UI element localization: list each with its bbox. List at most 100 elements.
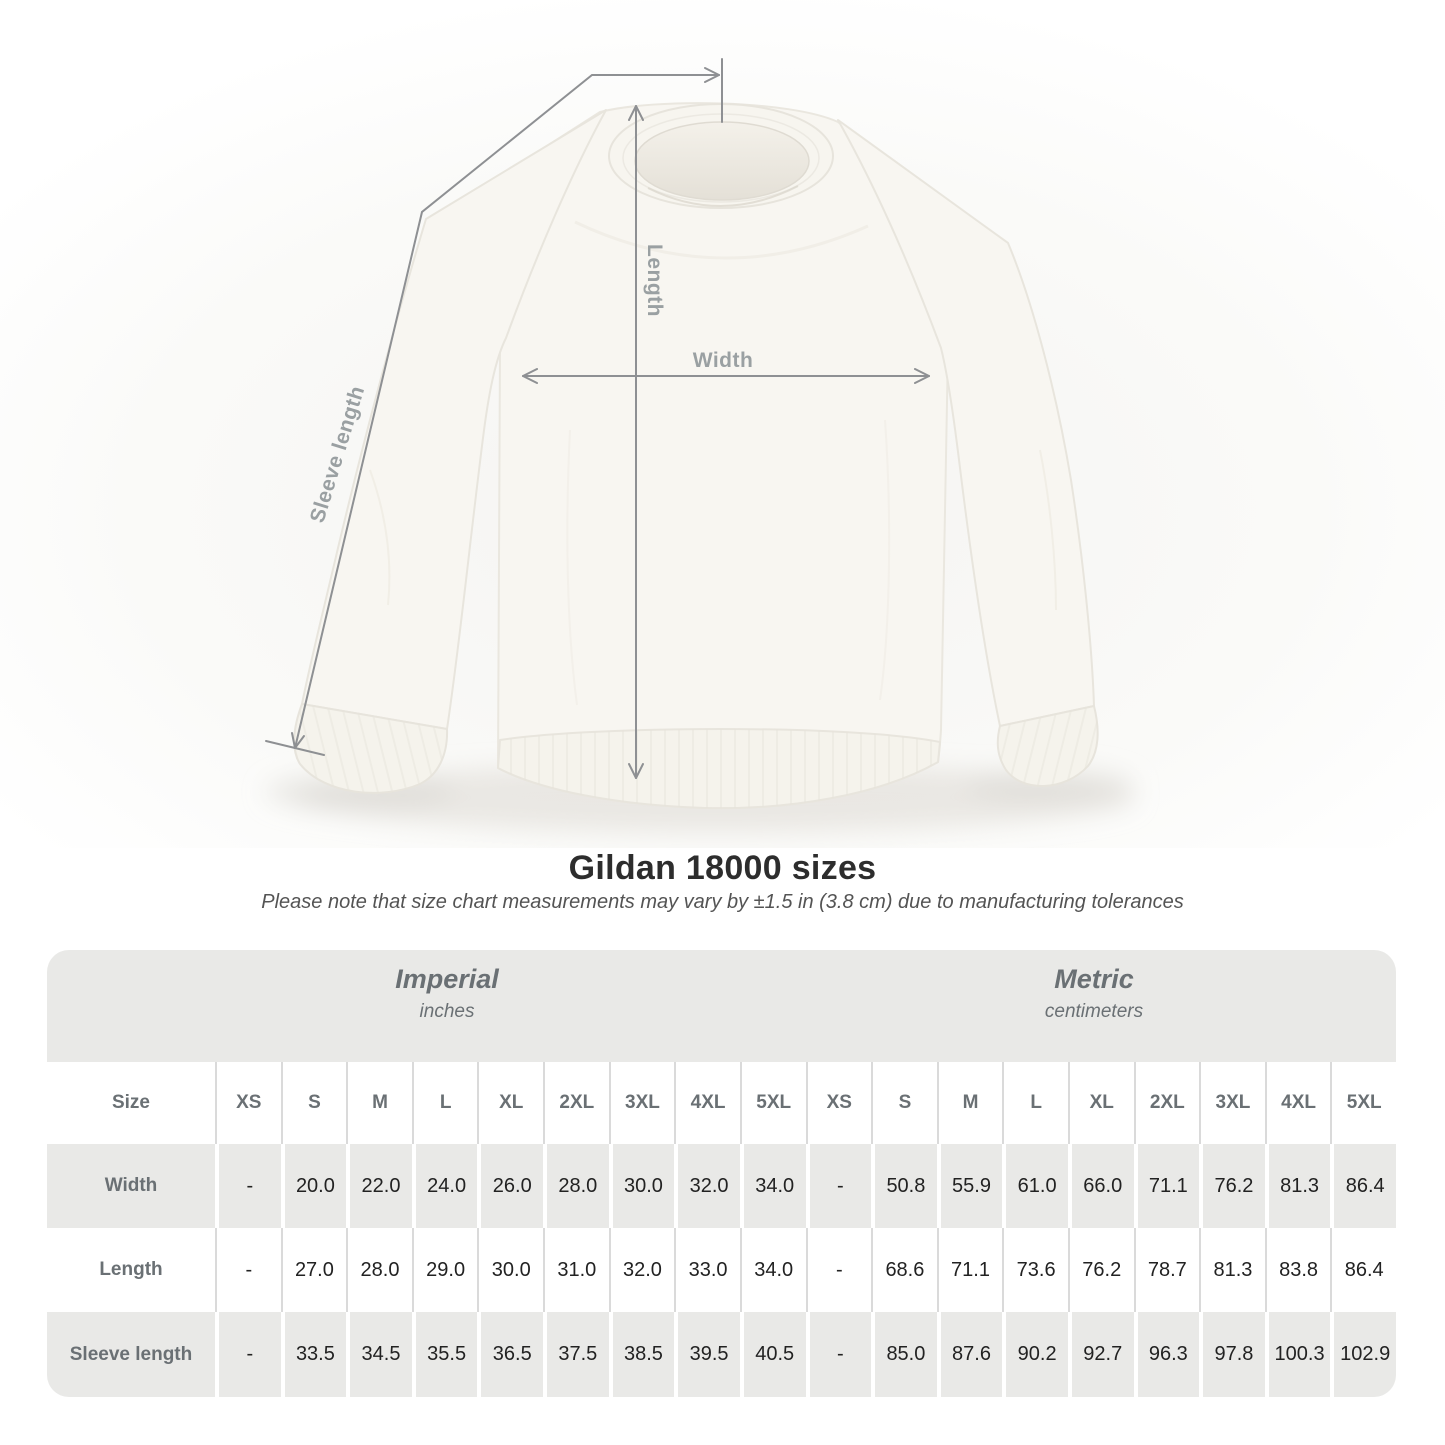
- size-value-cell: 61.0: [1002, 1144, 1068, 1228]
- metric-group-subtitle: centimeters: [1044, 1001, 1144, 1022]
- unit-group-header: Imperial inches Metric centimeters: [47, 950, 1396, 1062]
- size-header-metric-5xl: 5XL: [1330, 1062, 1396, 1144]
- size-value-cell: 30.0: [608, 1144, 675, 1228]
- size-value-cell: 73.6: [1002, 1228, 1068, 1312]
- size-value-cell: 30.0: [477, 1228, 543, 1312]
- size-value-cell: 38.5: [608, 1312, 675, 1397]
- size-header-row: Size XS S M L XL 2XL 3XL 4XL 5XL XS S M L XL 2XL 3XL 4XL 5…: [47, 1062, 1396, 1144]
- size-value-cell: 78.7: [1133, 1228, 1200, 1312]
- imperial-group-header: Imperial inches: [395, 964, 499, 1023]
- size-header-metric-xl: XL: [1067, 1062, 1134, 1144]
- size-value-cell: 28.0: [346, 1228, 412, 1312]
- size-value-cell: 85.0: [871, 1312, 937, 1397]
- size-value-cell: 22.0: [346, 1144, 412, 1228]
- size-value-cell: 26.0: [477, 1144, 543, 1228]
- size-value-cell: 76.2: [1067, 1228, 1134, 1312]
- size-value-cell: 81.3: [1264, 1144, 1331, 1228]
- size-value-cell: -: [805, 1228, 872, 1312]
- width-label: Width: [693, 349, 754, 372]
- size-header-imperial-4xl: 4XL: [674, 1062, 740, 1144]
- size-header-imperial-5xl: 5XL: [739, 1062, 806, 1144]
- size-header-imperial-l: L: [411, 1062, 478, 1144]
- size-table: Imperial inches Metric centimeters Size X…: [47, 950, 1396, 1397]
- size-value-cell: 71.1: [1133, 1144, 1200, 1228]
- table-row: Width -20.0 22.0 24.0 26.0 28.0 30.0 32.0 34.0-5…: [47, 1144, 1396, 1228]
- size-value-cell: 86.4: [1330, 1228, 1396, 1312]
- size-header-imperial-xl: XL: [477, 1062, 543, 1144]
- page-title: Gildan 18000 sizes: [568, 849, 877, 887]
- table-rows: Width -20.0 22.0 24.0 26.0 28.0 30.0 32.0 34.0-5…: [47, 1144, 1396, 1397]
- size-value-cell: 97.8: [1199, 1312, 1265, 1397]
- size-header-metric-l: L: [1002, 1062, 1068, 1144]
- size-value-cell: 55.9: [936, 1144, 1003, 1228]
- size-value-cell: -: [215, 1228, 281, 1312]
- sweatshirt-diagram: Width Length Sleeve length: [0, 0, 1445, 848]
- metric-group-header: Metric centimeters: [1045, 964, 1143, 1023]
- size-value-cell: 76.2: [1199, 1144, 1265, 1228]
- size-value-cell: 66.0: [1067, 1144, 1134, 1228]
- row-label: Length: [99, 1259, 163, 1280]
- size-value-cell: -: [805, 1312, 872, 1397]
- size-value-cell: 33.5: [280, 1312, 347, 1397]
- size-value-cell: 96.3: [1133, 1312, 1200, 1397]
- size-value-cell: 100.3: [1264, 1312, 1331, 1397]
- size-header-metric-xs: XS: [805, 1062, 872, 1144]
- measurement-arrows: [265, 58, 930, 779]
- size-value-cell: 28.0: [543, 1144, 609, 1228]
- size-value-cell: 86.4: [1330, 1144, 1396, 1228]
- size-header-imperial-xs: XS: [215, 1062, 281, 1144]
- collar: [608, 103, 834, 209]
- size-header-imperial-m: M: [346, 1062, 412, 1144]
- size-header-imperial-2xl: 2XL: [543, 1062, 609, 1144]
- size-header-metric-2xl: 2XL: [1133, 1062, 1200, 1144]
- table-row: Length -27.0 28.0 29.0 30.0 31.0 32.0 33.0 34.0-…: [47, 1228, 1396, 1312]
- size-value-cell: 24.0: [411, 1144, 478, 1228]
- size-value-cell: 34.0: [739, 1228, 806, 1312]
- size-value-cell: -: [215, 1312, 281, 1397]
- size-value-cell: 39.5: [674, 1312, 740, 1397]
- size-header-metric-4xl: 4XL: [1264, 1062, 1331, 1144]
- tolerance-note: Please note that size chart measurements…: [261, 891, 1184, 913]
- sleeve-length-line: [294, 74, 720, 749]
- size-value-cell: -: [805, 1144, 872, 1228]
- size-value-cell: 27.0: [280, 1228, 347, 1312]
- size-value-cell: 92.7: [1067, 1312, 1134, 1397]
- size-value-cell: 68.6: [871, 1228, 937, 1312]
- size-value-cell: 90.2: [1002, 1312, 1068, 1397]
- size-header-metric-s: S: [871, 1062, 937, 1144]
- size-value-cell: 33.0: [674, 1228, 740, 1312]
- size-value-cell: 81.3: [1199, 1228, 1265, 1312]
- size-value-cell: 37.5: [543, 1312, 609, 1397]
- size-value-cell: -: [215, 1144, 281, 1228]
- length-label: Length: [643, 244, 666, 317]
- size-value-cell: 35.5: [411, 1312, 478, 1397]
- sweatshirt-illustration: [293, 102, 1099, 810]
- imperial-group-title: Imperial: [395, 964, 499, 994]
- size-value-cell: 102.9: [1330, 1312, 1396, 1397]
- size-value-cell: 20.0: [280, 1144, 347, 1228]
- size-header-imperial-s: S: [280, 1062, 347, 1144]
- size-value-cell: 34.0: [739, 1144, 806, 1228]
- size-header-imperial-3xl: 3XL: [608, 1062, 675, 1144]
- size-header-metric-3xl: 3XL: [1199, 1062, 1265, 1144]
- imperial-group-subtitle: inches: [419, 1001, 475, 1022]
- size-value-cell: 40.5: [739, 1312, 806, 1397]
- size-value-cell: 36.5: [477, 1312, 543, 1397]
- size-value-cell: 29.0: [411, 1228, 478, 1312]
- size-value-cell: 32.0: [608, 1228, 675, 1312]
- table-row: Sleeve length -33.5 34.5 35.5 36.5 37.5 38.5 39…: [47, 1312, 1396, 1397]
- size-column-header: Size: [111, 1092, 151, 1113]
- size-value-cell: 32.0: [674, 1144, 740, 1228]
- size-value-cell: 83.8: [1264, 1228, 1331, 1312]
- row-label: Width: [104, 1175, 158, 1196]
- size-value-cell: 34.5: [346, 1312, 412, 1397]
- row-label: Sleeve length: [69, 1343, 193, 1365]
- metric-group-title: Metric: [1054, 964, 1134, 994]
- size-value-cell: 87.6: [936, 1312, 1003, 1397]
- size-value-cell: 71.1: [936, 1228, 1003, 1312]
- size-value-cell: 31.0: [543, 1228, 609, 1312]
- cuff-tick: [265, 740, 325, 756]
- size-header-metric-m: M: [936, 1062, 1003, 1144]
- size-value-cell: 50.8: [871, 1144, 937, 1228]
